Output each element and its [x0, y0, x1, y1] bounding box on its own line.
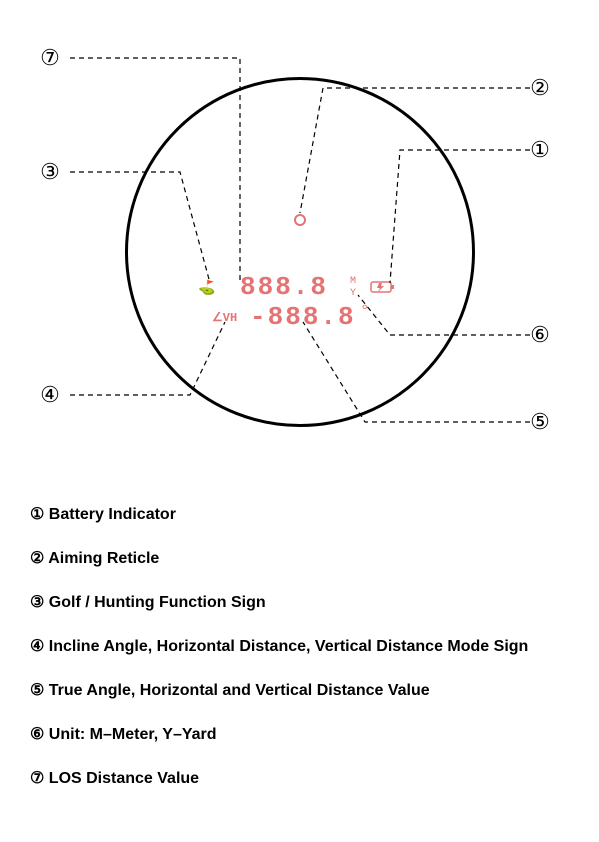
callout-number: ⑦	[35, 45, 65, 71]
callout-number: ②	[525, 75, 555, 101]
callout-number: ③	[35, 159, 65, 185]
callout-number: ⑤	[525, 409, 555, 435]
legend-list: ① Battery Indicator ② Aiming Reticle ③ Gol…	[0, 470, 599, 842]
mode-sign-label: ∠VH	[212, 310, 237, 325]
degree-suffix: °	[360, 302, 370, 320]
unit-y-label: Y	[350, 288, 356, 299]
legend-item: ④ Incline Angle, Horizontal Distance, Ve…	[30, 636, 569, 656]
legend-item: ⑥ Unit: M–Meter, Y–Yard	[30, 724, 569, 744]
scope-circle	[125, 77, 475, 427]
callout-number: ①	[525, 137, 555, 163]
legend-item: ② Aiming Reticle	[30, 548, 569, 568]
golf-flag-icon: ⛳	[198, 280, 215, 297]
diagram-canvas: ⛳ 888.8 M Y ∠VH -888.8 ° ① ② ③ ④ ⑤ ⑥ ⑦	[0, 0, 599, 470]
legend-item: ③ Golf / Hunting Function Sign	[30, 592, 569, 612]
callout-number: ⑥	[525, 322, 555, 348]
angle-distance-value: -888.8	[250, 302, 356, 332]
battery-icon	[370, 280, 396, 294]
los-distance-value: 888.8	[240, 272, 328, 302]
aiming-reticle-icon	[294, 214, 306, 226]
legend-item: ⑤ True Angle, Horizontal and Vertical Di…	[30, 680, 569, 700]
legend-item: ① Battery Indicator	[30, 504, 569, 524]
callout-number: ④	[35, 382, 65, 408]
legend-item: ⑦ LOS Distance Value	[30, 768, 569, 788]
unit-m-label: M	[350, 276, 356, 287]
